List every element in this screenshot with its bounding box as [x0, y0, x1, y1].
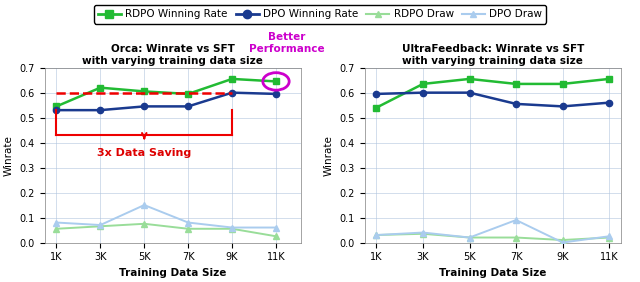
Title: Orca: Winrate vs SFT
with varying training data size: Orca: Winrate vs SFT with varying traini…: [83, 44, 263, 65]
X-axis label: Training Data Size: Training Data Size: [439, 268, 547, 278]
Y-axis label: Winrate: Winrate: [4, 135, 14, 175]
Text: 3x Data Saving: 3x Data Saving: [97, 147, 191, 158]
Text: Better
Performance: Better Performance: [249, 32, 324, 54]
Legend: RDPO Winning Rate, DPO Winning Rate, RDPO Draw, DPO Draw: RDPO Winning Rate, DPO Winning Rate, RDP…: [94, 5, 546, 23]
Title: UltraFeedback: Winrate vs SFT
with varying training data size: UltraFeedback: Winrate vs SFT with varyi…: [402, 44, 584, 65]
Y-axis label: Winrate: Winrate: [324, 135, 334, 175]
X-axis label: Training Data Size: Training Data Size: [119, 268, 227, 278]
